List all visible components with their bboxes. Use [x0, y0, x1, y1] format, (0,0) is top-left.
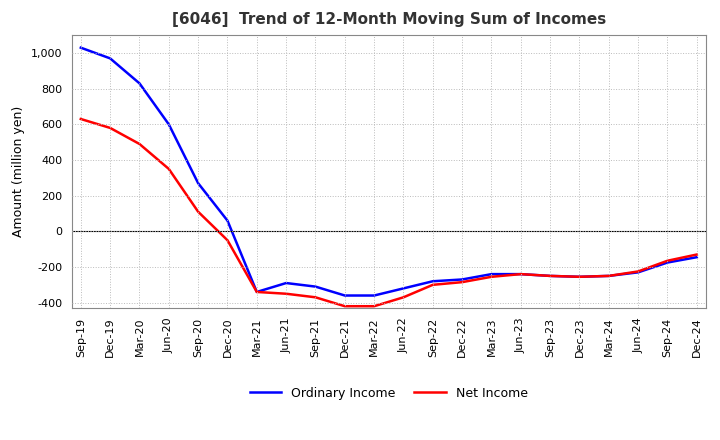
Y-axis label: Amount (million yen): Amount (million yen)	[12, 106, 25, 237]
Title: [6046]  Trend of 12-Month Moving Sum of Incomes: [6046] Trend of 12-Month Moving Sum of I…	[171, 12, 606, 27]
Line: Net Income: Net Income	[81, 119, 697, 306]
Ordinary Income	[634, 270, 642, 275]
Ordinary Income	[663, 260, 672, 265]
Net Income	[663, 258, 672, 264]
Net Income	[282, 291, 290, 297]
Legend: Ordinary Income, Net Income: Ordinary Income, Net Income	[245, 382, 533, 405]
Ordinary Income	[546, 273, 554, 279]
Net Income	[164, 166, 173, 172]
Net Income	[428, 282, 437, 287]
Net Income	[223, 238, 232, 243]
Ordinary Income	[76, 45, 85, 50]
Ordinary Income	[575, 274, 584, 279]
Ordinary Income	[693, 255, 701, 260]
Ordinary Income	[458, 277, 467, 282]
Ordinary Income	[341, 293, 349, 298]
Net Income	[76, 116, 85, 121]
Net Income	[575, 274, 584, 279]
Ordinary Income	[164, 122, 173, 127]
Net Income	[135, 141, 144, 147]
Line: Ordinary Income: Ordinary Income	[81, 48, 697, 296]
Ordinary Income	[106, 56, 114, 61]
Net Income	[194, 209, 202, 214]
Net Income	[341, 304, 349, 309]
Ordinary Income	[311, 284, 320, 289]
Ordinary Income	[194, 180, 202, 186]
Net Income	[487, 274, 496, 279]
Net Income	[253, 290, 261, 295]
Ordinary Income	[605, 273, 613, 279]
Net Income	[634, 269, 642, 274]
Ordinary Income	[399, 286, 408, 291]
Net Income	[106, 125, 114, 131]
Ordinary Income	[253, 290, 261, 295]
Net Income	[458, 279, 467, 285]
Net Income	[399, 295, 408, 300]
Net Income	[546, 273, 554, 279]
Net Income	[605, 273, 613, 279]
Ordinary Income	[370, 293, 379, 298]
Net Income	[693, 252, 701, 257]
Ordinary Income	[428, 279, 437, 284]
Ordinary Income	[487, 271, 496, 277]
Ordinary Income	[516, 271, 525, 277]
Net Income	[516, 271, 525, 277]
Ordinary Income	[135, 81, 144, 86]
Net Income	[311, 295, 320, 300]
Ordinary Income	[282, 280, 290, 286]
Net Income	[370, 304, 379, 309]
Ordinary Income	[223, 218, 232, 223]
